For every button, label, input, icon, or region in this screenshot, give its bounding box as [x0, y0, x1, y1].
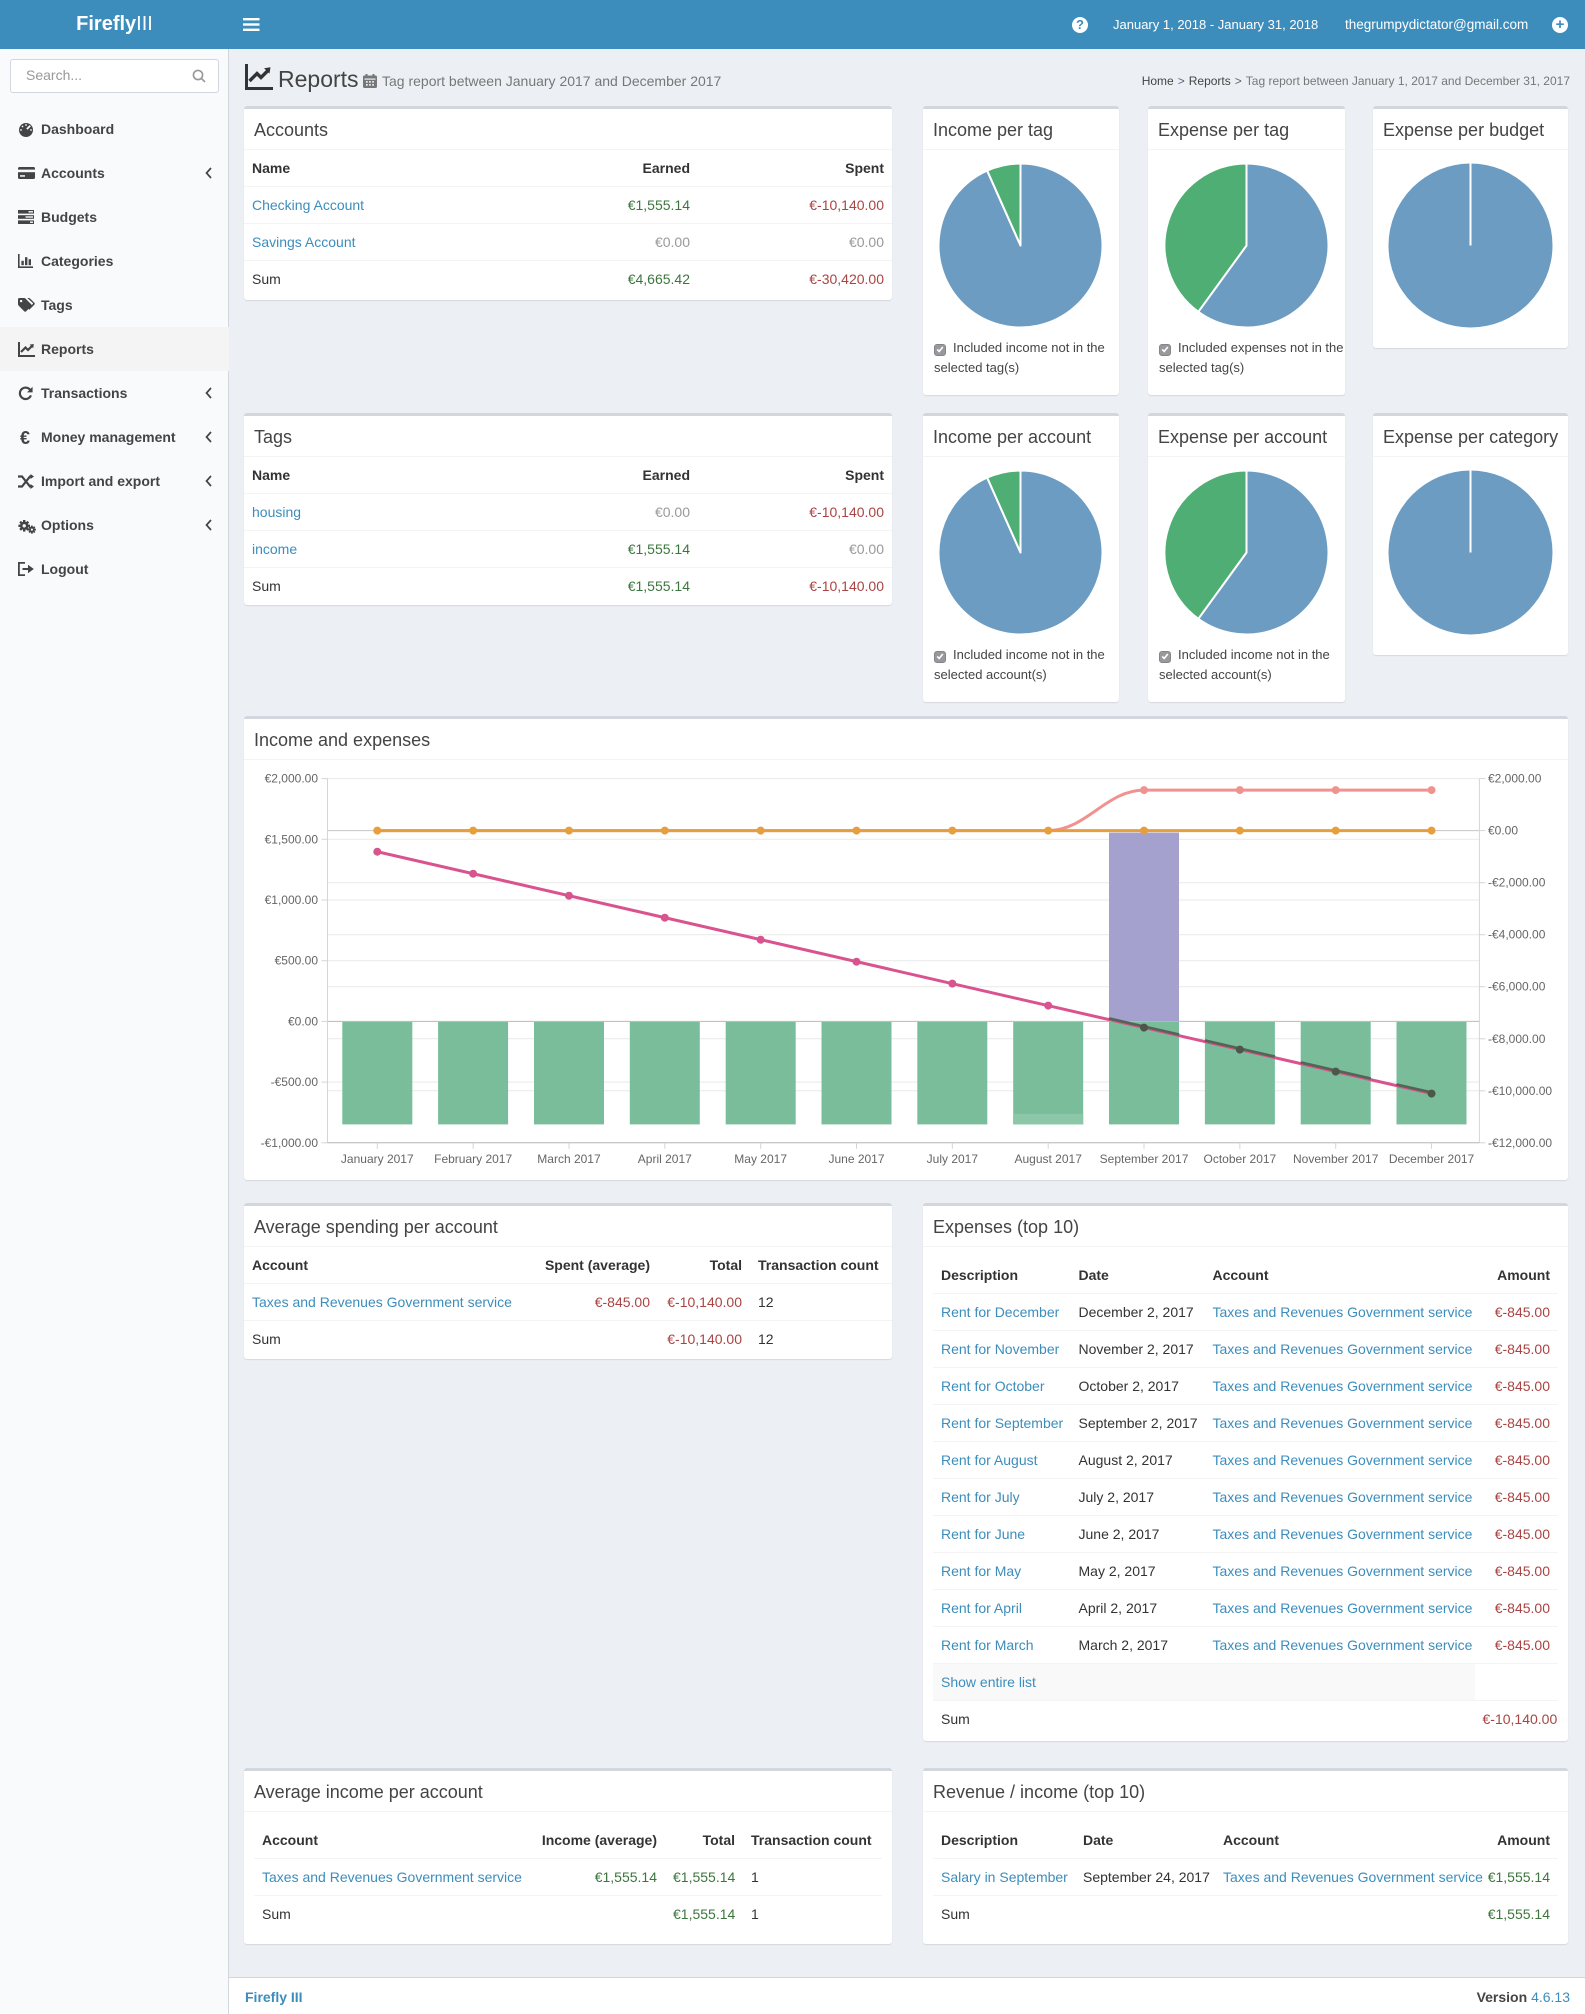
svg-text:August 2017: August 2017 [1014, 1152, 1082, 1166]
svg-text:€0.00: €0.00 [1488, 824, 1518, 838]
svg-text:-€1,000.00: -€1,000.00 [261, 1136, 319, 1150]
svg-text:-€6,000.00: -€6,000.00 [1488, 980, 1546, 994]
svg-text:-€4,000.00: -€4,000.00 [1488, 928, 1546, 942]
svg-text:€1,000.00: €1,000.00 [265, 893, 319, 907]
svg-text:€0.00: €0.00 [288, 1014, 318, 1028]
svg-text:-€10,000.00: -€10,000.00 [1488, 1084, 1552, 1098]
svg-text:€: € [20, 430, 30, 447]
svg-text:November 2017: November 2017 [1293, 1152, 1379, 1166]
svg-text:-€2,000.00: -€2,000.00 [1488, 876, 1546, 890]
svg-text:-€12,000.00: -€12,000.00 [1488, 1136, 1552, 1150]
svg-text:October 2017: October 2017 [1204, 1152, 1277, 1166]
svg-text:June 2017: June 2017 [828, 1152, 884, 1166]
svg-text:January 2017: January 2017 [341, 1152, 414, 1166]
svg-text:-€500.00: -€500.00 [271, 1075, 319, 1089]
svg-text:€1,500.00: €1,500.00 [265, 832, 319, 846]
svg-text:September 2017: September 2017 [1100, 1152, 1189, 1166]
svg-text:-€8,000.00: -€8,000.00 [1488, 1032, 1546, 1046]
svg-text:€2,000.00: €2,000.00 [265, 772, 319, 786]
svg-text:April 2017: April 2017 [638, 1152, 692, 1166]
svg-text:December 2017: December 2017 [1389, 1152, 1475, 1166]
svg-text:July 2017: July 2017 [927, 1152, 979, 1166]
svg-text:March 2017: March 2017 [537, 1152, 601, 1166]
svg-text:May 2017: May 2017 [734, 1152, 787, 1166]
svg-text:€500.00: €500.00 [275, 954, 319, 968]
svg-text:February 2017: February 2017 [434, 1152, 512, 1166]
svg-text:€2,000.00: €2,000.00 [1488, 772, 1542, 786]
